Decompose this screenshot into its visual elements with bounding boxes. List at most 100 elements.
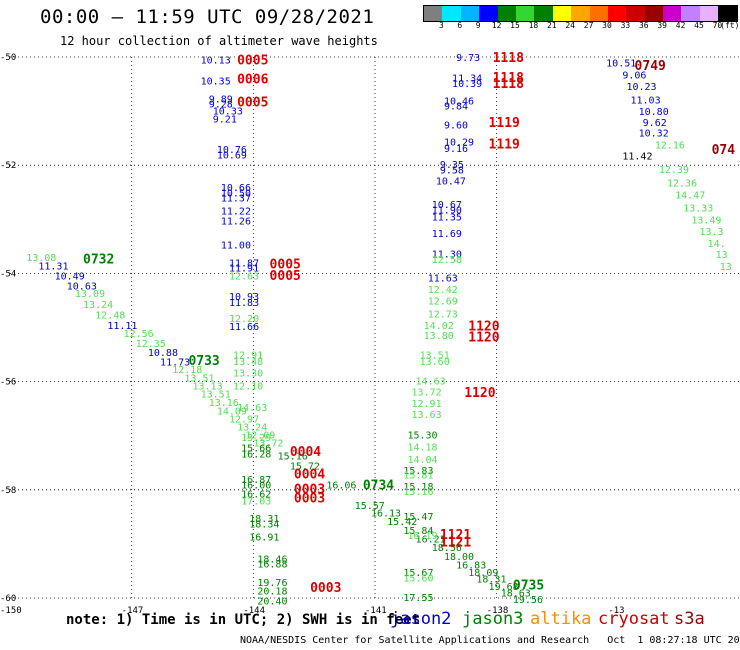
- color-scale-swatch: [424, 6, 443, 21]
- wave-height-value: 9.62: [643, 118, 667, 129]
- wave-height-value: 16.19: [407, 531, 437, 542]
- color-scale-tick: 36: [638, 21, 649, 30]
- wave-height-value: 15.83: [403, 466, 433, 477]
- lon-label: -13: [608, 606, 624, 616]
- wave-height-value: 13.3: [699, 227, 723, 238]
- legend-s3a: s3a: [674, 609, 705, 629]
- wave-height-value: 12.56: [124, 329, 154, 340]
- wave-height-value: 12.18: [172, 365, 202, 376]
- wave-height-value: 10.69: [217, 150, 247, 161]
- wave-height-value: 13: [720, 262, 732, 273]
- time-label: 1120: [468, 331, 499, 346]
- wave-height-value: 16.83: [456, 560, 486, 571]
- wave-height-value: 9.35: [440, 160, 464, 171]
- color-scale-swatch: [571, 6, 590, 21]
- wave-height-value: 12.16: [655, 141, 685, 152]
- wave-height-value: 12.91: [412, 399, 442, 410]
- lat-label: -56: [0, 378, 16, 388]
- wave-height-value: 11.73: [160, 358, 190, 369]
- color-scale-swatch: [644, 6, 664, 21]
- color-scale-swatch: [497, 6, 516, 21]
- wave-height-value: 16.00: [241, 480, 271, 491]
- axis-labels: -50 -52 -54 -56 -58 -60 -150 -147 -144 -141 -138 -1…: [0, 53, 625, 616]
- wave-height-value: 13.51: [184, 373, 214, 384]
- time-label: 0005: [237, 95, 268, 110]
- wave-height-value: 14.63: [237, 403, 267, 414]
- wave-height-value: 14.04: [407, 455, 437, 466]
- color-scale-tick: 18: [528, 21, 539, 30]
- lat-label: -52: [0, 161, 16, 171]
- wave-height-value: 11.42: [622, 151, 652, 162]
- wave-height-value: 13.51: [420, 351, 450, 362]
- lat-label: -58: [0, 486, 16, 496]
- wave-height-value: 18.31: [249, 514, 279, 525]
- wave-height-value: 15.30: [407, 431, 437, 442]
- wave-height-value: 9.84: [444, 102, 468, 113]
- wave-height-value: 15.72: [290, 461, 320, 472]
- color-scale-tick: 12: [491, 21, 502, 30]
- wave-height-value: 11.34: [452, 74, 482, 85]
- color-scale-swatch: [663, 6, 682, 21]
- color-scale-swatch: [607, 6, 627, 21]
- time-label: 0003: [294, 491, 325, 506]
- time-label: 0003: [310, 581, 341, 596]
- wave-height-value: 11.83: [229, 298, 259, 309]
- wave-height-value: 11.66: [229, 322, 259, 333]
- color-scale-tick: 42: [675, 21, 686, 30]
- wave-height-value: 15.42: [387, 517, 417, 528]
- wave-height-value: 16.62: [241, 490, 271, 501]
- color-scale-swatch: [589, 6, 608, 21]
- wave-height-value: 13.24: [237, 423, 267, 434]
- time-label: 0735: [513, 578, 544, 593]
- wave-height-value: 10.33: [213, 107, 243, 118]
- color-scale-swatch: [442, 6, 461, 21]
- wave-height-value: 9.60: [444, 121, 468, 132]
- wave-height-value: 14.47: [675, 190, 705, 201]
- color-scale-tick: 9: [475, 21, 481, 30]
- wave-height-value: 9.58: [440, 166, 464, 177]
- time-label: 0006: [237, 73, 268, 88]
- lon-label: -144: [243, 606, 265, 616]
- wave-height-value: 14.: [708, 239, 726, 250]
- time-label: 1119: [489, 138, 520, 153]
- wave-height-value: 16.88: [257, 559, 287, 570]
- wave-height-value: 11.30: [432, 249, 462, 260]
- wave-height-value: 10.35: [201, 76, 231, 87]
- wave-height-value: 13.72: [253, 439, 283, 450]
- wave-height-value: 13.51: [201, 390, 231, 401]
- wave-height-value: 20.40: [257, 597, 287, 608]
- wave-height-value: 13.48: [233, 357, 263, 368]
- wave-height-value: 13.16: [209, 398, 239, 409]
- wave-height-value: 18.46: [257, 555, 287, 566]
- page-subtitle: 12 hour collection of altimeter wave hei…: [60, 34, 378, 48]
- wave-height-value: 14.63: [416, 377, 446, 388]
- wave-height-value: 10.13: [201, 56, 231, 67]
- time-label: 0004: [294, 468, 325, 483]
- wave-height-value: 12.42: [428, 285, 458, 296]
- color-scale-tick: 30: [602, 21, 612, 30]
- time-label: 0004: [290, 445, 321, 460]
- color-scale-swatch: [479, 6, 498, 21]
- color-scale-tick: 45: [694, 21, 704, 30]
- color-scale-tick: 27: [583, 21, 594, 30]
- wave-height-value: 15.47: [403, 512, 433, 523]
- legend-jason3: jason3: [462, 609, 524, 629]
- wave-height-value: 13.08: [26, 253, 56, 264]
- wave-height-value: 12.39: [659, 165, 689, 176]
- time-label: 074: [712, 143, 736, 158]
- color-scale-ticks: 3 6 9 12 15 18 21 24 27 30 33 36 39 42 45 70 (ft): [423, 21, 740, 33]
- wave-height-value: 12.10: [233, 381, 263, 392]
- wave-height-value: 16.87: [241, 475, 271, 486]
- wave-height-value: 10.29: [444, 137, 474, 148]
- wave-height-value: 17.03: [241, 497, 271, 508]
- wave-height-value: 19.76: [257, 578, 287, 589]
- wave-height-value: 10.23: [626, 82, 656, 93]
- wave-height-value: 13.80: [424, 331, 454, 342]
- wave-height-value: 12.48: [95, 311, 125, 322]
- wave-height-value: 12.97: [229, 414, 259, 425]
- wave-height-value: 16.21: [416, 534, 446, 545]
- wave-height-value: 15.57: [355, 501, 385, 512]
- color-scale-tick: 15: [510, 21, 520, 30]
- wave-height-value: 9.28: [209, 100, 233, 111]
- wave-height-value: 13.24: [83, 300, 113, 311]
